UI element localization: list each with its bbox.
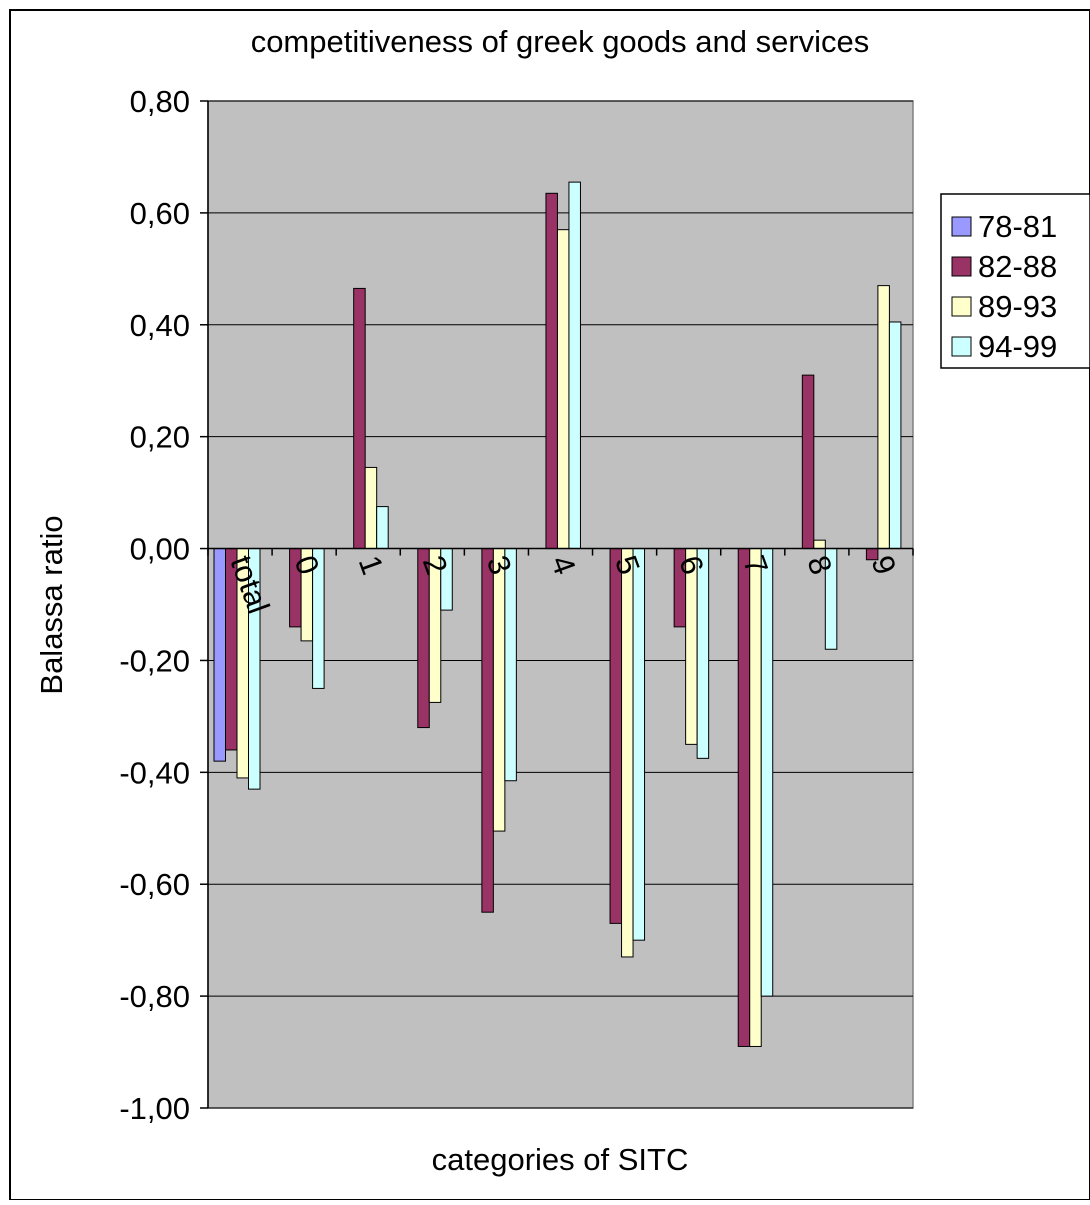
bar-82-88-3 xyxy=(481,548,494,913)
bar-82-88-1 xyxy=(353,287,366,550)
y-tick-label: -0,40 xyxy=(119,755,190,790)
y-tick-label: 0,20 xyxy=(130,420,190,455)
bar-94-99-7 xyxy=(760,548,774,997)
y-tick-label: 0,40 xyxy=(130,308,190,343)
legend-swatch xyxy=(951,296,972,317)
legend-swatch xyxy=(951,216,972,237)
bar-94-99-4 xyxy=(568,181,581,550)
bar-82-88-4 xyxy=(545,192,558,550)
bar-94-99-5 xyxy=(632,548,646,941)
bar-89-93-5 xyxy=(621,548,634,958)
x-axis-title: categories of SITC xyxy=(432,1142,689,1177)
bar-82-88-7 xyxy=(737,548,751,1047)
bar-89-93-8 xyxy=(813,539,826,550)
bar-82-88-8 xyxy=(801,374,815,550)
y-axis-title: Balassa ratio xyxy=(34,515,69,694)
legend-swatch xyxy=(951,336,972,357)
bar-89-93-7 xyxy=(749,548,762,1047)
bar-78-81-total xyxy=(213,548,226,762)
chart-title: competitiveness of greek goods and servi… xyxy=(251,24,870,59)
bar-94-99-1 xyxy=(376,506,389,550)
legend-label: 78-81 xyxy=(978,209,1057,244)
legend-label: 89-93 xyxy=(978,289,1057,324)
legend-swatch xyxy=(951,256,972,277)
y-tick-label: -0,20 xyxy=(119,643,190,678)
y-tick-label: 0,60 xyxy=(130,196,190,231)
bar-94-99-6 xyxy=(696,548,710,759)
legend-label: 94-99 xyxy=(978,329,1057,364)
bar-94-99-9 xyxy=(888,321,902,550)
bar-94-99-3 xyxy=(504,548,517,782)
bar-89-93-4 xyxy=(556,229,570,550)
axes: -1,00 -0,80 -0,60 -0,40 -0,20 0,00 0,20 0,40 0,6… xyxy=(119,84,914,1126)
y-tick-label: -0,60 xyxy=(119,867,190,902)
y-tick-label: -1,00 xyxy=(119,1091,190,1126)
y-tick-label: 0,00 xyxy=(130,532,190,567)
bar-89-93-3 xyxy=(492,548,506,832)
y-tick-label: 0,80 xyxy=(130,84,190,119)
bar-89-93-6 xyxy=(685,548,698,745)
y-tick-label: -0,80 xyxy=(119,979,190,1014)
bar-89-93-1 xyxy=(364,466,378,550)
legend: 78-81 82-88 89-93 94-99 xyxy=(940,193,1090,369)
bar-82-88-5 xyxy=(609,548,623,924)
bar-89-93-9 xyxy=(877,285,890,550)
bars xyxy=(213,181,902,1047)
legend-label: 82-88 xyxy=(978,249,1057,284)
